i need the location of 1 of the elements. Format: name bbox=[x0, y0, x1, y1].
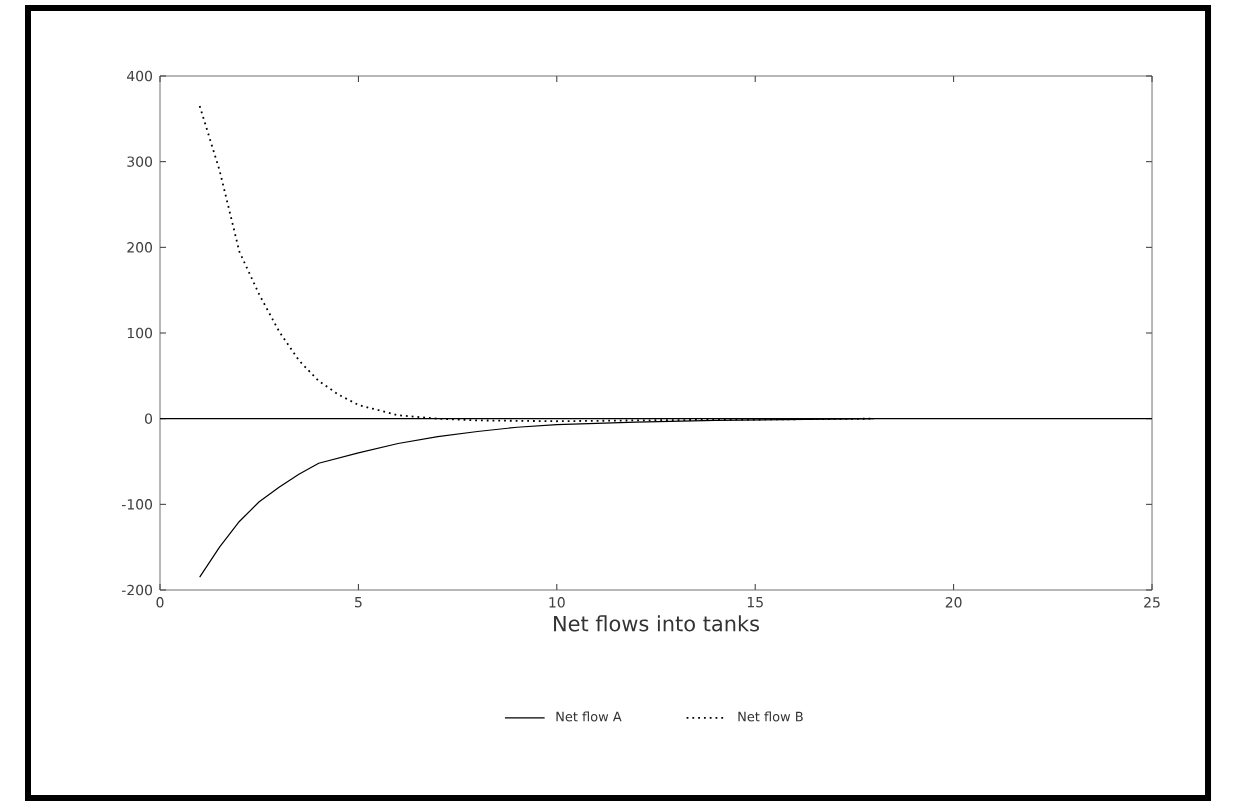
x-axis-title: Net flows into tanks bbox=[554, 615, 760, 632]
